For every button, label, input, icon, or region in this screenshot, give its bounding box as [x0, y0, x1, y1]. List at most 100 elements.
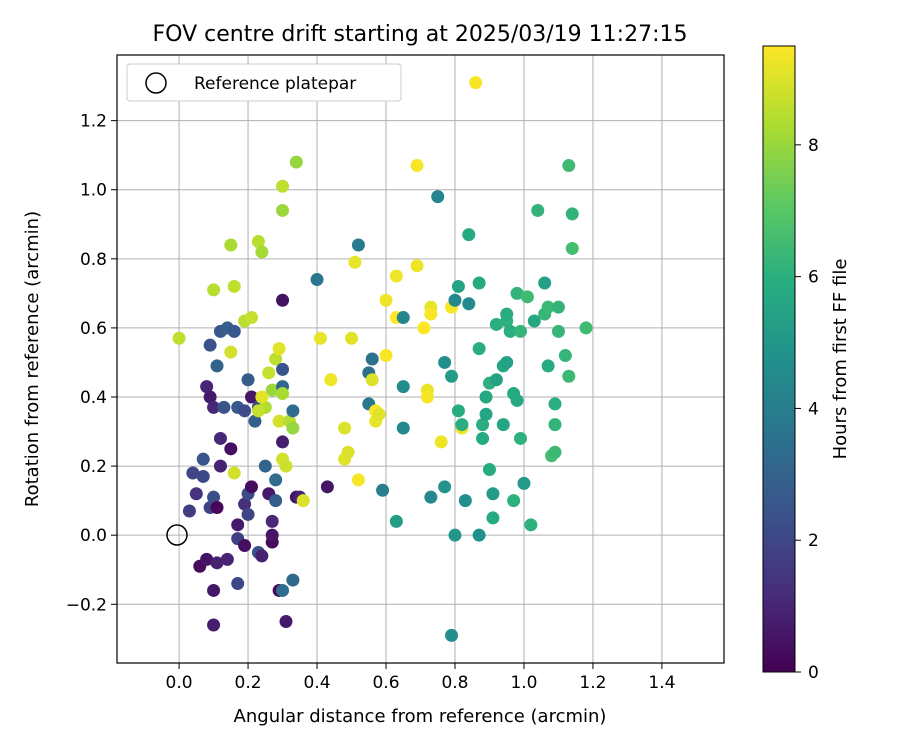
data-point [548, 397, 562, 411]
data-point [276, 293, 290, 307]
x-tick-label: 0.6 [372, 673, 399, 693]
data-point [420, 390, 434, 404]
data-point [448, 293, 462, 307]
data-point [200, 380, 214, 394]
data-point [541, 359, 555, 373]
data-point [417, 321, 431, 335]
colorbar-tick-label: 6 [808, 268, 819, 288]
data-point [224, 442, 238, 456]
data-point [203, 390, 217, 404]
data-point [486, 511, 500, 525]
data-point [445, 369, 459, 383]
data-point [520, 290, 534, 304]
data-point [313, 331, 327, 345]
data-point [389, 514, 403, 528]
data-point [341, 445, 355, 459]
data-point [565, 207, 579, 221]
colorbar-label: Hours from first FF file [830, 259, 851, 460]
data-point [210, 556, 224, 570]
data-point [496, 418, 510, 432]
y-tick-label: 0.6 [80, 319, 107, 339]
x-tick-label: 0.2 [235, 673, 262, 693]
data-point [510, 286, 524, 300]
data-point [500, 355, 514, 369]
data-point [476, 431, 490, 445]
data-point [396, 380, 410, 394]
data-point [514, 324, 528, 338]
colorbar-tick-label: 8 [808, 136, 819, 156]
x-tick-label: 0.8 [441, 673, 468, 693]
data-point [276, 387, 290, 401]
data-point [251, 235, 265, 249]
data-point [200, 552, 214, 566]
data-point [251, 404, 265, 418]
x-tick-label: 1.0 [510, 673, 537, 693]
data-point [238, 497, 252, 511]
data-point [448, 528, 462, 542]
data-point [279, 615, 293, 629]
data-point [262, 366, 276, 380]
data-point [241, 507, 255, 521]
colorbar-tick-label: 0 [808, 663, 819, 683]
data-point [276, 583, 290, 597]
data-point [500, 307, 514, 321]
data-point [489, 373, 503, 387]
data-point [469, 76, 483, 90]
data-point [255, 245, 269, 259]
data-point [396, 311, 410, 325]
data-point [524, 518, 538, 532]
data-points [172, 76, 593, 642]
data-point [345, 331, 359, 345]
data-point [220, 552, 234, 566]
data-point [517, 476, 531, 490]
data-point [489, 317, 503, 331]
data-point [396, 421, 410, 435]
data-point [551, 324, 565, 338]
data-point [472, 276, 486, 290]
data-point [213, 431, 227, 445]
data-point [310, 273, 324, 287]
colorbar-tick-label: 2 [808, 531, 819, 551]
data-point [269, 494, 283, 508]
data-point [431, 190, 445, 204]
x-tick-label: 1.2 [579, 673, 606, 693]
y-tick-label: 0.8 [80, 250, 107, 270]
data-point [276, 362, 290, 376]
data-point [269, 473, 283, 487]
data-point [245, 390, 259, 404]
data-point [189, 487, 203, 501]
data-point [238, 539, 252, 553]
data-point [389, 269, 403, 283]
data-point [510, 393, 524, 407]
data-point [269, 352, 283, 366]
data-point [227, 324, 241, 338]
data-point [365, 373, 379, 387]
reference-platepar-marker [166, 524, 188, 546]
data-point [276, 179, 290, 193]
data-point [245, 311, 259, 325]
data-point [210, 501, 224, 515]
data-point [479, 407, 493, 421]
data-point [245, 480, 259, 494]
colorbar-gradient [762, 45, 796, 673]
data-point [227, 279, 241, 293]
data-point [376, 483, 390, 497]
y-axis-ticks: −0.2 0.0 0.2 0.4 0.6 0.8 1.0 1.2 [66, 112, 117, 615]
y-tick-label: 1.0 [80, 181, 107, 201]
data-point [424, 490, 438, 504]
data-point [324, 373, 338, 387]
data-point [207, 490, 221, 504]
data-point [203, 338, 217, 352]
data-point [551, 300, 565, 314]
data-point [507, 494, 521, 508]
data-point [476, 418, 490, 432]
legend-box [126, 63, 402, 102]
data-point [541, 300, 555, 314]
data-point [241, 373, 255, 387]
data-point [286, 404, 300, 418]
data-point [538, 276, 552, 290]
data-point [186, 466, 200, 480]
legend-label: Reference platepar [194, 74, 356, 94]
data-point [255, 390, 269, 404]
